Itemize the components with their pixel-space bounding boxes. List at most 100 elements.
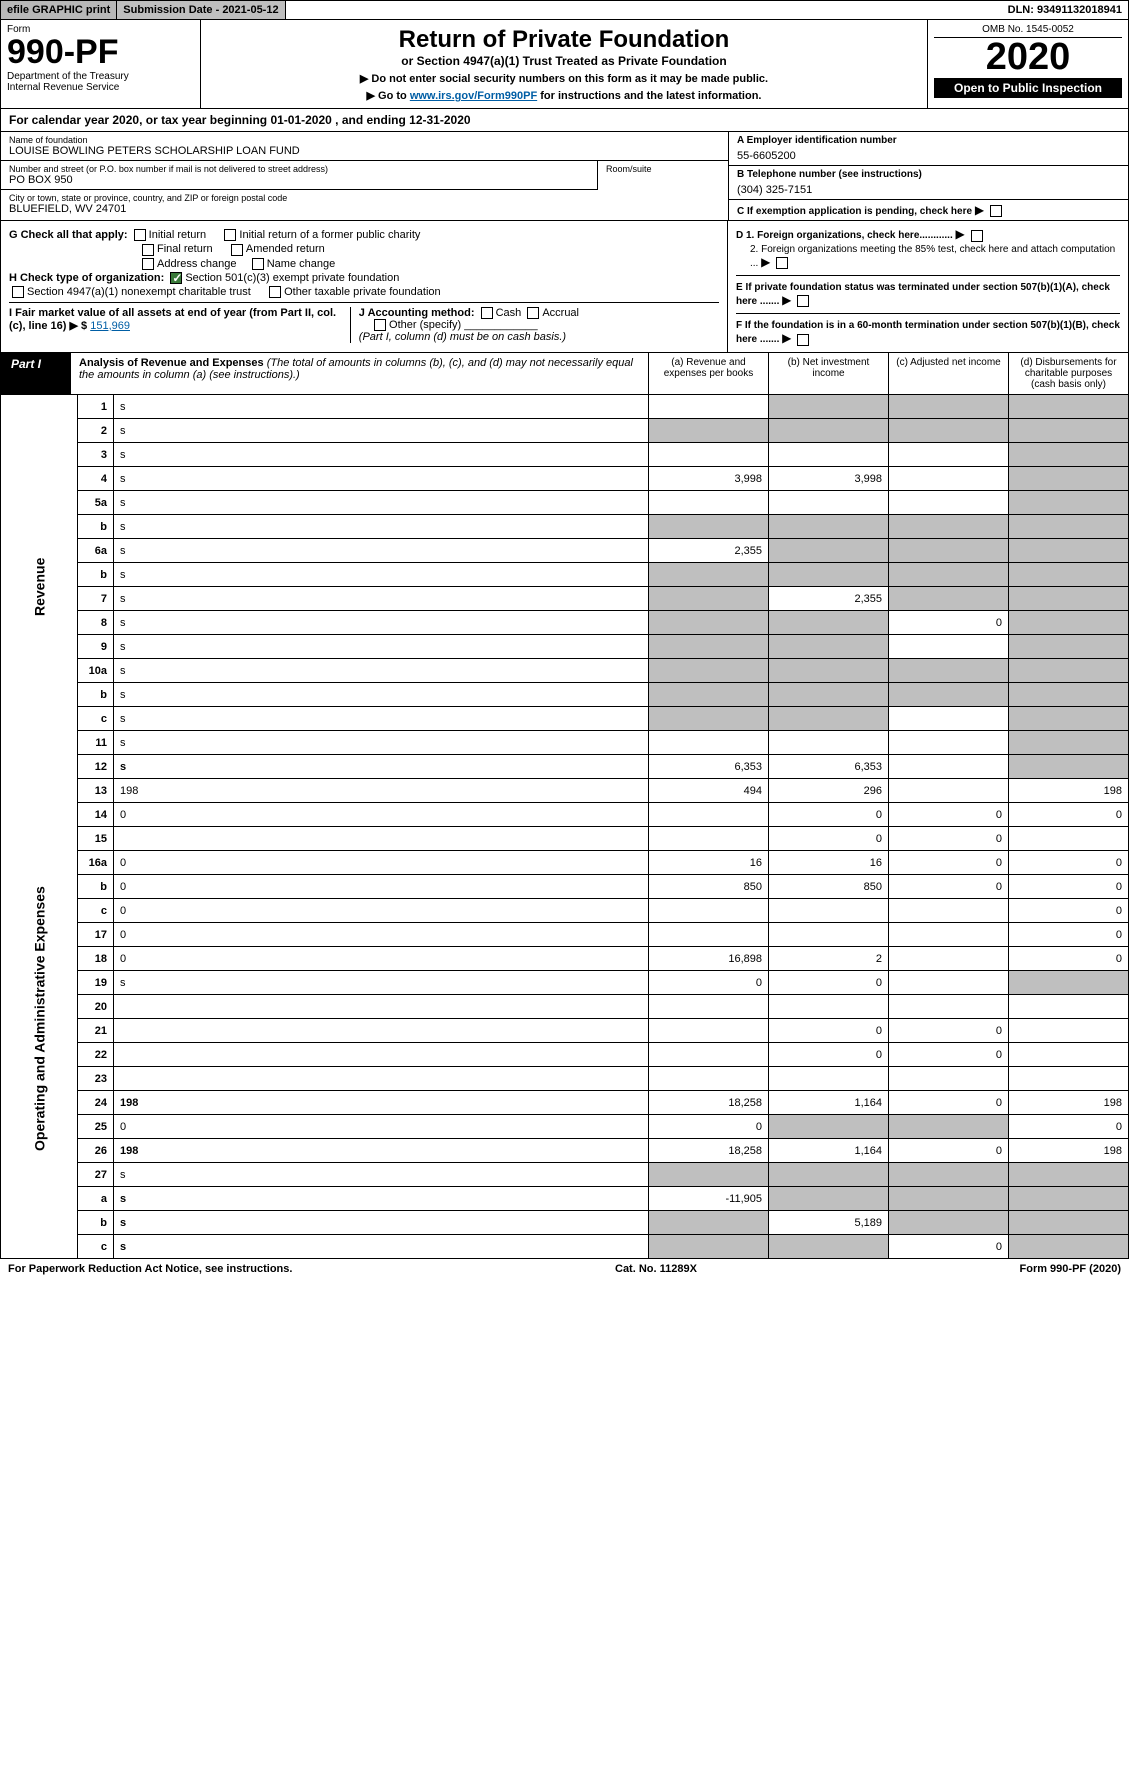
table-row: 2100 [1,1019,1129,1043]
value-cell [889,683,1009,707]
form-header: Form 990-PF Department of the Treasury I… [0,20,1129,109]
value-cell [889,779,1009,803]
value-cell [649,1235,769,1259]
table-row: 8s0 [1,611,1129,635]
line-number: b [78,875,114,899]
line-description: s [114,395,649,419]
value-cell: 0 [889,1043,1009,1067]
value-cell: 18,258 [649,1139,769,1163]
calendar-year-line: For calendar year 2020, or tax year begi… [0,109,1129,132]
cash-checkbox[interactable] [481,307,493,319]
value-cell [769,731,889,755]
table-row: 9s [1,635,1129,659]
line-number: c [78,899,114,923]
value-cell: 0 [649,971,769,995]
initial-return-checkbox[interactable] [134,229,146,241]
value-cell [649,419,769,443]
value-cell [649,1163,769,1187]
line-description: s [114,467,649,491]
value-cell: 16 [649,851,769,875]
tax-year: 2020 [934,38,1122,76]
line-description: s [114,611,649,635]
line-description: s [114,1163,649,1187]
line-description: s [114,443,649,467]
value-cell [649,587,769,611]
value-cell [649,899,769,923]
amended-return-checkbox[interactable] [231,244,243,256]
f-checkbox[interactable] [797,334,809,346]
accrual-checkbox[interactable] [527,307,539,319]
identification-block: Name of foundation LOUISE BOWLING PETERS… [0,132,1129,221]
value-cell [649,1067,769,1091]
d2-checkbox[interactable] [776,257,788,269]
value-cell [1009,1211,1129,1235]
line-number: b [78,563,114,587]
value-cell [889,563,1009,587]
address-change-checkbox[interactable] [142,258,154,270]
col-d-header: (d) Disbursements for charitable purpose… [1008,353,1128,394]
instructions-link[interactable]: www.irs.gov/Form990PF [410,90,537,102]
value-cell: 0 [1009,803,1129,827]
value-cell: 0 [1009,1115,1129,1139]
exemption-checkbox[interactable] [990,205,1002,217]
line-number: 6a [78,539,114,563]
value-cell: 2,355 [649,539,769,563]
d1-checkbox[interactable] [971,230,983,242]
e-checkbox[interactable] [797,295,809,307]
fmv-link[interactable]: 151,969 [90,320,130,332]
value-cell [649,611,769,635]
value-cell: 6,353 [649,755,769,779]
final-return-checkbox[interactable] [142,244,154,256]
4947-checkbox[interactable] [12,286,24,298]
line-number: 14 [78,803,114,827]
value-cell [769,683,889,707]
line-number: c [78,707,114,731]
value-cell [1009,587,1129,611]
other-taxable-checkbox[interactable] [269,286,281,298]
value-cell [1009,707,1129,731]
value-cell [889,755,1009,779]
501c3-checkbox[interactable] [170,272,182,284]
line-number: 11 [78,731,114,755]
value-cell [1009,539,1129,563]
main-title: Return of Private Foundation [209,26,919,54]
value-cell: 850 [769,875,889,899]
table-row: as-11,905 [1,1187,1129,1211]
value-cell [649,707,769,731]
line-number: 1 [78,395,114,419]
line-description: 0 [114,947,649,971]
table-row: 12s6,3536,353 [1,755,1129,779]
value-cell [889,419,1009,443]
col-a-header: (a) Revenue and expenses per books [648,353,768,394]
initial-former-checkbox[interactable] [224,229,236,241]
value-cell: 0 [889,803,1009,827]
value-cell [649,395,769,419]
table-row: bs [1,563,1129,587]
value-cell [769,635,889,659]
efile-print-button[interactable]: efile GRAPHIC print [1,1,117,19]
value-cell: 0 [1009,923,1129,947]
table-row: bs [1,515,1129,539]
value-cell [1009,995,1129,1019]
table-row: 20 [1,995,1129,1019]
name-change-checkbox[interactable] [252,258,264,270]
value-cell [649,1211,769,1235]
line-description: s [114,707,649,731]
line-description: 0 [114,1115,649,1139]
value-cell: 6,353 [769,755,889,779]
value-cell: 0 [769,971,889,995]
value-cell [649,683,769,707]
value-cell: 16,898 [649,947,769,971]
value-cell: 1,164 [769,1139,889,1163]
form-number: 990-PF [7,35,194,69]
value-cell [1009,827,1129,851]
top-bar: efile GRAPHIC print Submission Date - 20… [0,0,1129,20]
table-row: c00 [1,899,1129,923]
page-footer: For Paperwork Reduction Act Notice, see … [0,1259,1129,1279]
other-method-checkbox[interactable] [374,319,386,331]
value-cell: 0 [769,1019,889,1043]
revenue-side-label: Revenue [1,395,78,779]
value-cell: 0 [769,1043,889,1067]
table-row: 4s3,9983,998 [1,467,1129,491]
value-cell: 0 [769,803,889,827]
